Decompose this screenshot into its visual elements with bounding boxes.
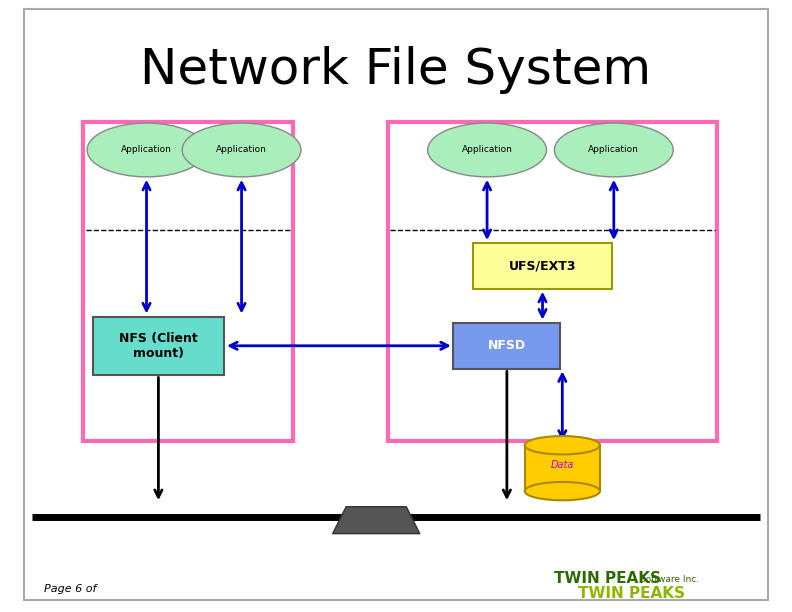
- FancyBboxPatch shape: [93, 317, 223, 375]
- Text: Data: Data: [550, 460, 574, 470]
- FancyBboxPatch shape: [524, 446, 600, 491]
- Text: Software Inc.: Software Inc.: [640, 575, 699, 584]
- Ellipse shape: [87, 123, 206, 177]
- Text: TWIN PEAKS: TWIN PEAKS: [554, 571, 661, 586]
- Ellipse shape: [524, 436, 600, 455]
- FancyBboxPatch shape: [24, 9, 768, 600]
- Text: Application: Application: [588, 146, 639, 154]
- FancyBboxPatch shape: [388, 122, 717, 441]
- Ellipse shape: [554, 123, 673, 177]
- Polygon shape: [333, 507, 420, 534]
- FancyBboxPatch shape: [474, 244, 611, 289]
- Text: Network File System: Network File System: [140, 47, 652, 94]
- Ellipse shape: [524, 482, 600, 501]
- Text: Application: Application: [121, 146, 172, 154]
- Ellipse shape: [182, 123, 301, 177]
- Text: Application: Application: [216, 146, 267, 154]
- Ellipse shape: [428, 123, 546, 177]
- Text: Application: Application: [462, 146, 512, 154]
- Text: TWIN PEAKS: TWIN PEAKS: [578, 586, 685, 601]
- Text: NFS (Client
mount): NFS (Client mount): [119, 332, 198, 360]
- Text: UFS/EXT3: UFS/EXT3: [508, 259, 577, 273]
- FancyBboxPatch shape: [453, 323, 560, 368]
- Text: NFSD: NFSD: [488, 339, 526, 353]
- FancyBboxPatch shape: [83, 122, 293, 441]
- Text: Page 6 of: Page 6 of: [44, 584, 96, 594]
